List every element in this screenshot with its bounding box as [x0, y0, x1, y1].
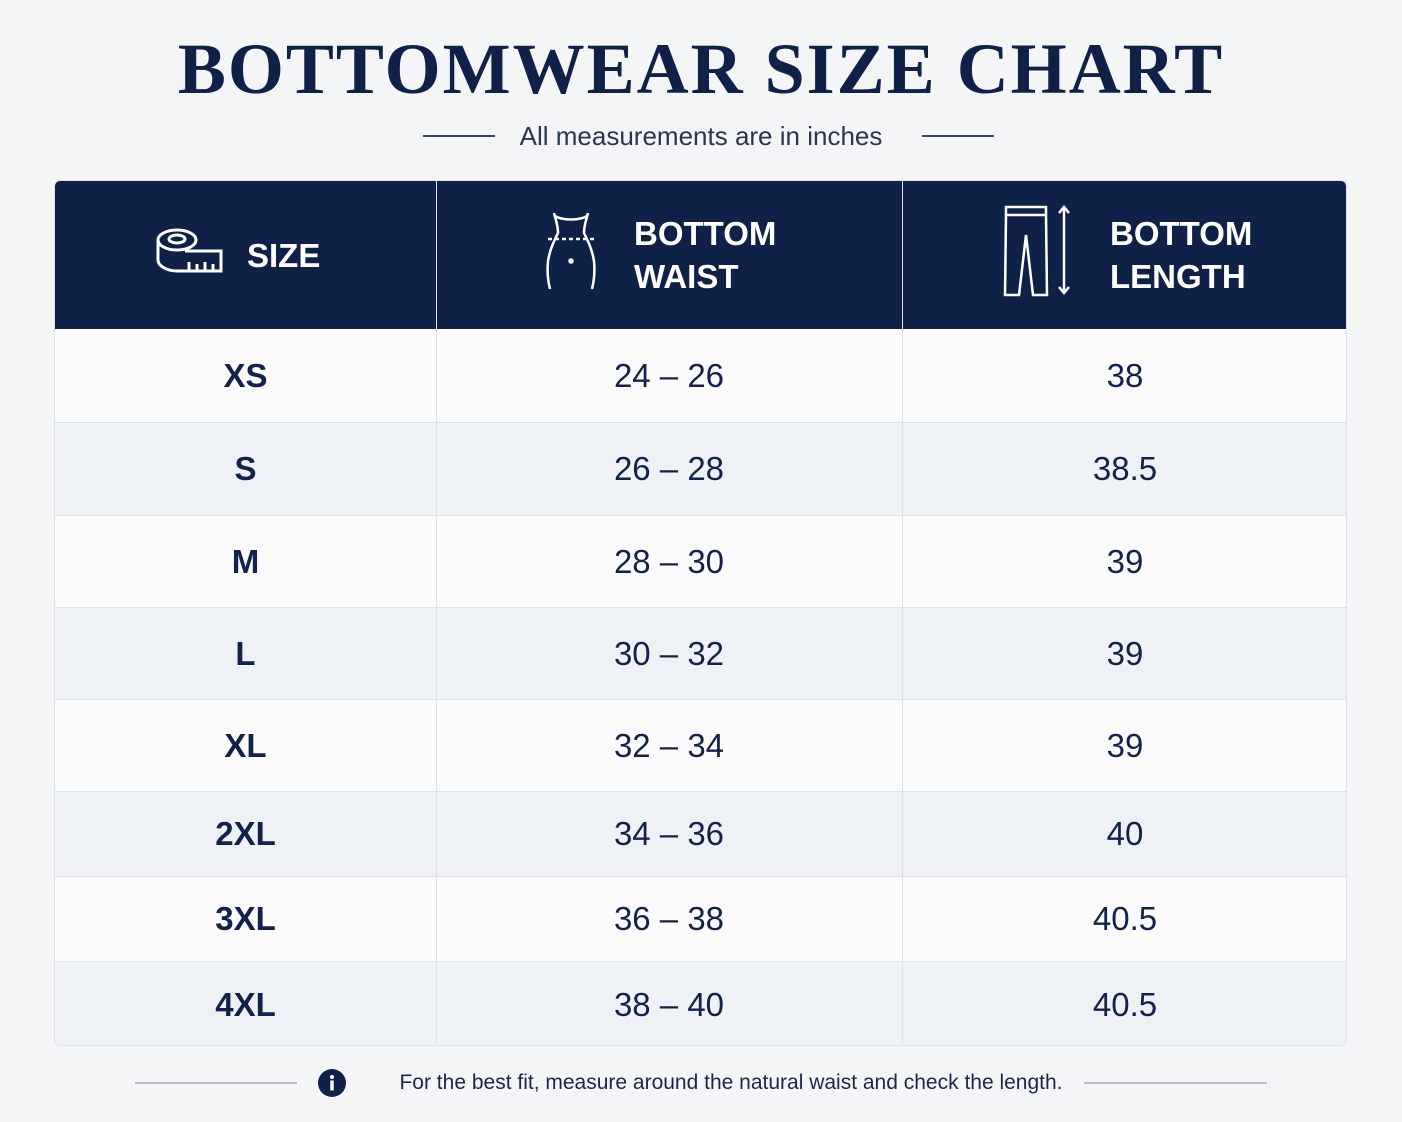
measurement: 34 – 36: [436, 792, 902, 877]
header-text: SIZE: [247, 234, 320, 277]
header-icon: [546, 212, 596, 290]
measurement: 28 – 30: [436, 516, 902, 608]
column-header: BOTTOM LENGTH: [902, 181, 1346, 329]
measurement: 40: [902, 792, 1346, 877]
row-bg: [55, 329, 1346, 423]
measurement: 38 – 40: [436, 962, 902, 1045]
size-label: L: [55, 608, 436, 700]
column-header: BOTTOM WAIST: [436, 181, 902, 329]
row-bg: [55, 792, 1346, 877]
subtitle-rule: [922, 135, 994, 137]
measurement: 39: [902, 516, 1346, 608]
measurement: 40.5: [902, 877, 1346, 962]
footer-note: For the best fit, measure around the nat…: [399, 1071, 1063, 1094]
size-label: 3XL: [55, 877, 436, 962]
row-bg: [55, 962, 1346, 1045]
size-label: 4XL: [55, 962, 436, 1045]
measurement: 40.5: [902, 962, 1346, 1045]
header-line: LENGTH: [1110, 258, 1246, 295]
measurement: 39: [902, 700, 1346, 792]
subtitle-rule: [423, 135, 495, 137]
footer-rule: [135, 1082, 297, 1084]
measurement: 38.5: [902, 423, 1346, 516]
column-header: SIZE: [55, 181, 436, 329]
measurement: 38: [902, 329, 1346, 423]
header-text: BOTTOM WAIST: [634, 212, 776, 298]
row-bg: [55, 700, 1346, 792]
column-divider: [902, 181, 903, 1045]
header-text: BOTTOM LENGTH: [1110, 212, 1252, 298]
header-line: BOTTOM: [634, 215, 777, 252]
row-bg: [55, 516, 1346, 608]
measurement: 26 – 28: [436, 423, 902, 516]
size-label: XL: [55, 700, 436, 792]
info-icon: [318, 1069, 346, 1097]
header-line: SIZE: [247, 236, 321, 274]
footer-rule: [1084, 1082, 1267, 1084]
header-icon: [156, 228, 223, 273]
size-label: XS: [55, 329, 436, 423]
measurement: 32 – 34: [436, 700, 902, 792]
measurement: 30 – 32: [436, 608, 902, 700]
row-bg: [55, 423, 1346, 516]
header-icon: [1003, 205, 1070, 297]
measurement: 36 – 38: [436, 877, 902, 962]
size-label: 2XL: [55, 792, 436, 877]
header-line: WAIST: [634, 258, 739, 295]
measurement: 24 – 26: [436, 329, 902, 423]
column-divider: [436, 181, 437, 1045]
size-label: M: [55, 516, 436, 608]
row-bg: [55, 877, 1346, 962]
subtitle: All measurements are in inches: [519, 121, 883, 151]
title: BOTTOMWEAR SIZE CHART: [177, 29, 1225, 109]
header-line: BOTTOM: [1110, 215, 1253, 252]
measurement: 39: [902, 608, 1346, 700]
size-label: S: [55, 423, 436, 516]
size-table: SIZE BOTTOM WAIST BOTTOM LENGTH XS 24 – 26 38 S 2…: [54, 180, 1347, 1046]
